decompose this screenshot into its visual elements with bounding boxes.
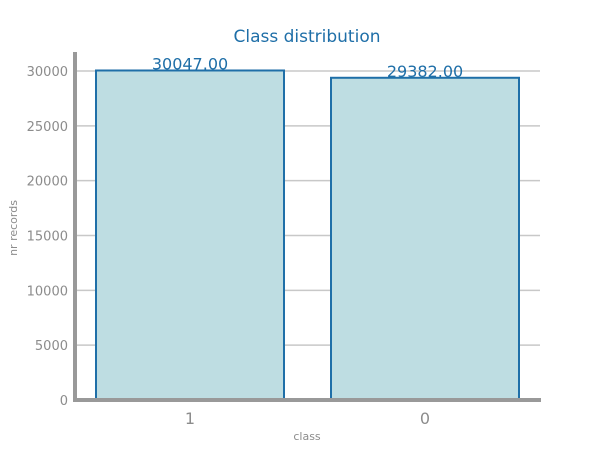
y-axis-label: nr records xyxy=(7,200,20,256)
tick-labels: 0 5000 10000 15000 20000 25000 30000 1 0 xyxy=(27,65,430,428)
axes xyxy=(73,52,541,402)
x-axis-label: class xyxy=(293,430,321,443)
y-tick-label: 0 xyxy=(60,394,68,409)
y-tick-label: 20000 xyxy=(27,175,68,190)
y-tick-label: 10000 xyxy=(27,284,68,299)
value-label: 29382.00 xyxy=(387,62,463,81)
x-tick-label: 0 xyxy=(420,409,430,428)
bar-class-1 xyxy=(95,69,285,402)
chart-title: Class distribution xyxy=(233,27,380,47)
x-tick-label: 1 xyxy=(185,409,195,428)
bar-class-0 xyxy=(330,76,520,401)
y-tick-label: 30000 xyxy=(27,65,68,80)
value-labels: 30047.00 29382.00 xyxy=(152,54,463,80)
value-label: 30047.00 xyxy=(152,54,228,73)
y-tick-label: 25000 xyxy=(27,120,68,135)
y-tick-label: 5000 xyxy=(35,339,68,354)
y-tick-label: 15000 xyxy=(27,230,68,245)
bars xyxy=(95,69,520,402)
